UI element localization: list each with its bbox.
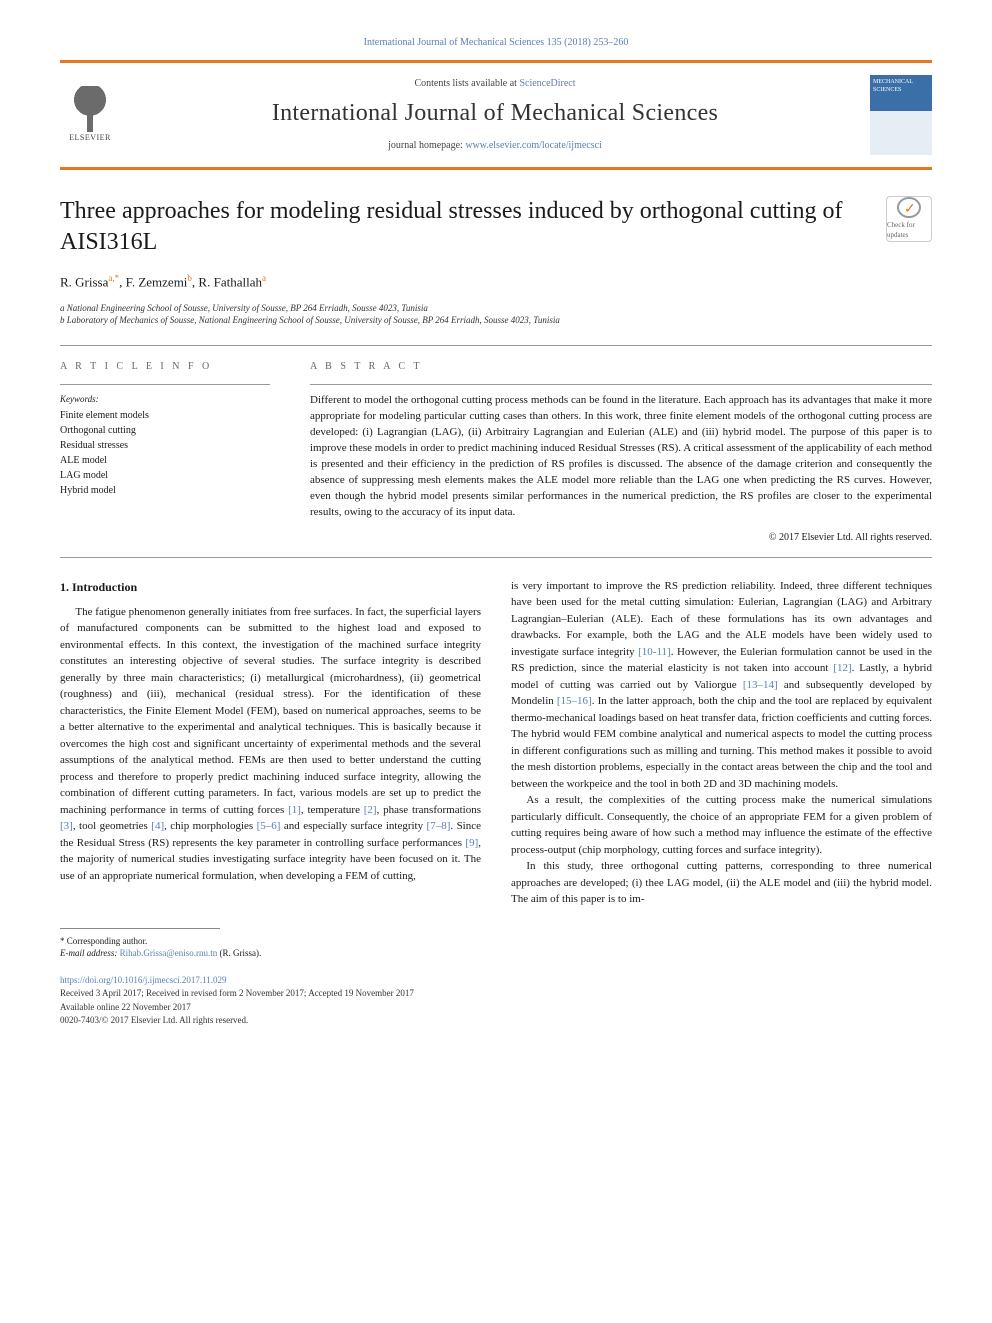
author-3: R. Fathallah xyxy=(198,275,262,290)
email-line: E-mail address: Rihab.Grissa@eniso.rnu.t… xyxy=(60,947,932,960)
keyword: ALE model xyxy=(60,453,270,468)
ref-link[interactable]: [7–8] xyxy=(427,820,451,832)
keywords-label: Keywords: xyxy=(60,393,270,406)
journal-header: ELSEVIER Contents lists available at Sci… xyxy=(60,60,932,170)
ref-link[interactable]: [13–14] xyxy=(743,679,778,691)
text: , temperature xyxy=(301,804,364,816)
updates-label: Check for updates xyxy=(887,221,931,241)
author-2-affil: b xyxy=(187,273,192,283)
affiliation-b: b Laboratory of Mechanics of Sousse, Nat… xyxy=(60,314,932,327)
ref-link[interactable]: [10-11] xyxy=(638,646,671,658)
author-1-affil: a,* xyxy=(108,273,119,283)
contents-line: Contents lists available at ScienceDirec… xyxy=(134,77,856,91)
received-line: Received 3 April 2017; Received in revis… xyxy=(60,987,932,1001)
copyright: © 2017 Elsevier Ltd. All rights reserved… xyxy=(310,531,932,545)
article-info-label: A R T I C L E I N F O xyxy=(60,360,270,374)
info-rule xyxy=(60,384,270,385)
ref-link[interactable]: [4] xyxy=(151,820,164,832)
email-suffix: (R. Grissa). xyxy=(217,948,261,958)
article-info: A R T I C L E I N F O Keywords: Finite e… xyxy=(60,360,270,545)
intro-paragraph-3: In this study, three orthogonal cutting … xyxy=(511,858,932,908)
ref-link[interactable]: [2] xyxy=(364,804,377,816)
abstract-label: A B S T R A C T xyxy=(310,360,932,374)
body-columns: 1. Introduction The fatigue phenomenon g… xyxy=(60,578,932,908)
title-row: Three approaches for modeling residual s… xyxy=(60,196,932,258)
affiliation-a: a National Engineering School of Sousse,… xyxy=(60,302,932,315)
abstract-text: Different to model the orthogonal cuttin… xyxy=(310,393,932,521)
footnotes: * Corresponding author. E-mail address: … xyxy=(60,935,932,960)
email-link[interactable]: Rihab.Grissa@eniso.rnu.tn xyxy=(120,948,218,958)
ref-link[interactable]: [9] xyxy=(465,837,478,849)
text: The fatigue phenomenon generally initiat… xyxy=(60,606,481,816)
authors: R. Grissaa,*, F. Zemzemib, R. Fathallaha xyxy=(60,272,932,292)
author-2: F. Zemzemi xyxy=(126,275,188,290)
elsevier-logo: ELSEVIER xyxy=(60,80,120,150)
keyword: LAG model xyxy=(60,468,270,483)
ref-link[interactable]: [12] xyxy=(833,662,851,674)
keywords-list: Finite element models Orthogonal cutting… xyxy=(60,408,270,498)
ref-link[interactable]: [1] xyxy=(288,804,301,816)
header-center: Contents lists available at ScienceDirec… xyxy=(134,77,856,153)
text: . In the latter approach, both the chip … xyxy=(511,695,932,790)
online-line: Available online 22 November 2017 xyxy=(60,1001,932,1015)
elsevier-label: ELSEVIER xyxy=(69,132,111,143)
corresponding-author: * Corresponding author. xyxy=(60,935,932,948)
cover-text: MECHANICAL SCIENCES xyxy=(873,78,929,95)
intro-paragraph-2: As a result, the complexities of the cut… xyxy=(511,792,932,858)
contents-prefix: Contents lists available at xyxy=(414,78,519,89)
keyword: Hybrid model xyxy=(60,483,270,498)
abstract-rule xyxy=(310,384,932,385)
section-1-heading: 1. Introduction xyxy=(60,578,481,596)
ref-link[interactable]: [15–16] xyxy=(557,695,592,707)
homepage-prefix: journal homepage: xyxy=(388,140,465,151)
check-updates-badge[interactable]: Check for updates xyxy=(886,196,932,242)
issn-line: 0020-7403/© 2017 Elsevier Ltd. All right… xyxy=(60,1014,932,1028)
sciencedirect-link[interactable]: ScienceDirect xyxy=(519,78,575,89)
footnote-rule xyxy=(60,928,220,929)
journal-cover-thumbnail: MECHANICAL SCIENCES xyxy=(870,75,932,155)
page: International Journal of Mechanical Scie… xyxy=(0,0,992,1058)
abstract-block: A B S T R A C T Different to model the o… xyxy=(310,360,932,545)
text: , phase transformations xyxy=(377,804,481,816)
text: , chip morphologies xyxy=(164,820,257,832)
keyword: Finite element models xyxy=(60,408,270,423)
rule-top xyxy=(60,345,932,346)
column-right: is very important to improve the RS pred… xyxy=(511,578,932,908)
text: , tool geometries xyxy=(73,820,151,832)
column-left: 1. Introduction The fatigue phenomenon g… xyxy=(60,578,481,908)
doi-link[interactable]: https://doi.org/10.1016/j.ijmecsci.2017.… xyxy=(60,975,227,985)
journal-name: International Journal of Mechanical Scie… xyxy=(134,97,856,131)
homepage-line: journal homepage: www.elsevier.com/locat… xyxy=(134,139,856,153)
checkmark-icon xyxy=(897,197,921,218)
text: and especially surface integrity xyxy=(280,820,426,832)
footer: https://doi.org/10.1016/j.ijmecsci.2017.… xyxy=(60,974,932,1028)
article-title: Three approaches for modeling residual s… xyxy=(60,196,866,258)
keyword: Orthogonal cutting xyxy=(60,423,270,438)
homepage-link[interactable]: www.elsevier.com/locate/ijmecsci xyxy=(465,140,602,151)
rule-bottom xyxy=(60,557,932,558)
ref-link[interactable]: [5–6] xyxy=(257,820,281,832)
ref-link[interactable]: [3] xyxy=(60,820,73,832)
intro-paragraph-1: The fatigue phenomenon generally initiat… xyxy=(60,604,481,885)
affiliations: a National Engineering School of Sousse,… xyxy=(60,302,932,327)
info-abstract-row: A R T I C L E I N F O Keywords: Finite e… xyxy=(60,360,932,545)
email-label: E-mail address: xyxy=(60,948,120,958)
intro-paragraph-1-cont: is very important to improve the RS pred… xyxy=(511,578,932,793)
running-header: International Journal of Mechanical Scie… xyxy=(60,36,932,50)
keyword: Residual stresses xyxy=(60,438,270,453)
author-3-affil: a xyxy=(262,273,266,283)
elsevier-tree-icon xyxy=(70,86,110,132)
author-1: R. Grissa xyxy=(60,275,108,290)
